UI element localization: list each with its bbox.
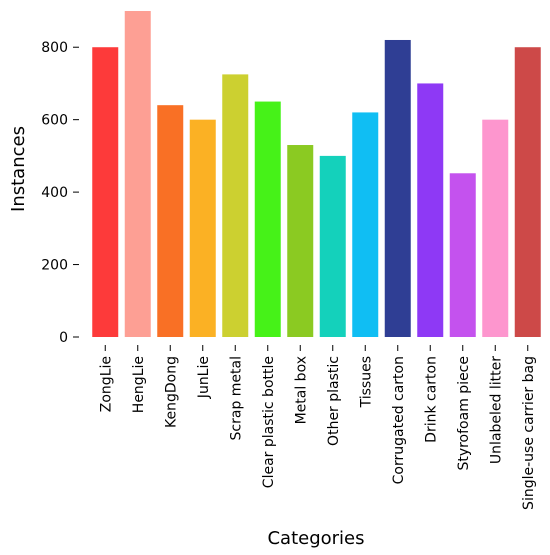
bar-styrofoam-piece [449,173,476,337]
x-tick-label-styrofoam-piece: Styrofoam piece [456,356,472,471]
x-tick-label-clear-plastic-bottle: Clear plastic bottle [261,356,277,488]
x-tick-label-single-use-carrier-bag: Single-use carrier bag [521,356,537,510]
bar-zonglie [92,47,119,337]
y-tick-label: 0 [59,330,68,346]
x-tick-label-scrap-metal: Scrap metal [228,356,244,440]
bars-group [92,11,541,338]
bar-kengdong [157,105,184,338]
bar-scrap-metal [222,74,249,337]
x-tick-label-kengdong: KengDong [163,356,179,428]
bar-junlie [189,119,216,337]
x-tick-label-other-plastic: Other plastic [326,356,342,446]
y-tick-label: 200 [41,258,68,274]
bar-unlabeled-litter [482,119,509,337]
bar-tissues [352,112,379,337]
x-tick-label-zonglie: ZongLie [98,356,114,412]
bar-metal-box [287,145,314,337]
y-tick-label: 400 [41,185,68,201]
x-tick-label-henglie: HengLie [131,356,147,413]
bar-corrugated-carton [384,39,411,337]
x-tick-label-metal-box: Metal box [293,356,309,424]
bar-henglie [124,11,151,337]
y-axis-label: Instances [8,126,29,212]
x-axis: ZongLie HengLie KengDong JunLie Scrap metal C… [98,345,537,510]
x-tick-label-tissues: Tissues [358,356,374,408]
y-tick-label: 800 [41,40,68,56]
bar-single-use-carrier-bag [514,47,541,337]
bar-clear-plastic-bottle [254,101,281,337]
x-tick-label-drink-carton: Drink carton [423,356,439,443]
y-axis: 0 200 400 600 800 [41,40,79,346]
x-tick-label-unlabeled-litter: Unlabeled litter [488,356,504,464]
x-tick-label-corrugated-carton: Corrugated carton [391,356,407,484]
y-tick-label: 600 [41,113,68,129]
x-axis-label: Categories [267,528,364,549]
bar-other-plastic [319,155,346,337]
x-tick-label-junlie: JunLie [196,356,212,399]
bar-drink-carton [417,83,444,337]
